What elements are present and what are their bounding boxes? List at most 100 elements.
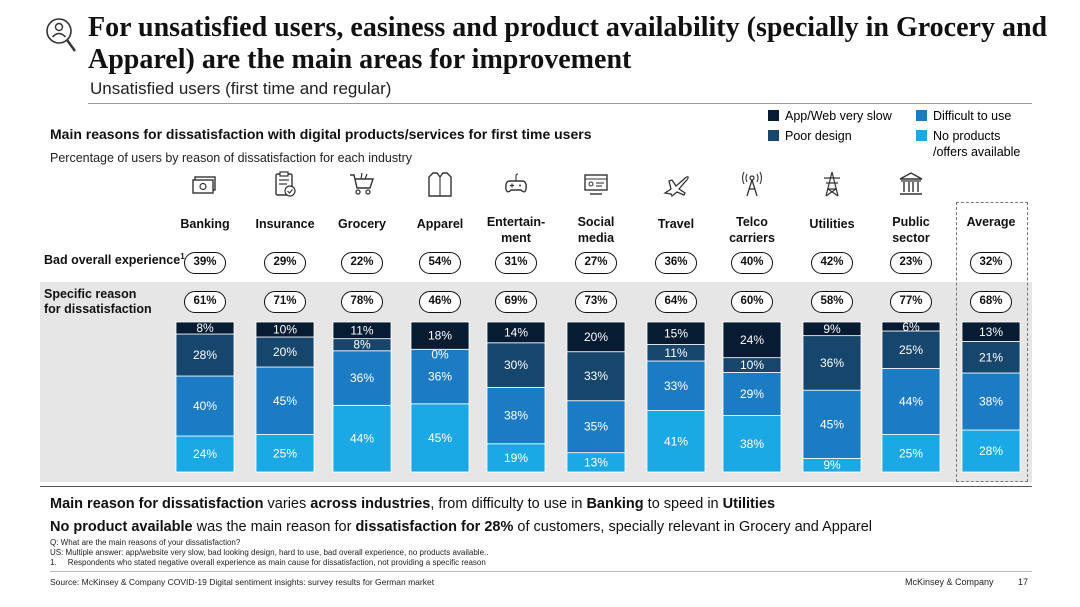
bar-value-label: 11% <box>350 323 373 337</box>
bar-value-label: 40% <box>193 399 217 413</box>
bar-segment-difficult <box>881 368 941 435</box>
title-divider <box>88 103 1032 104</box>
bar-value-label: 41% <box>664 434 688 448</box>
bar-segment-very-slow <box>255 321 315 338</box>
clipboard-check-icon <box>270 169 300 199</box>
category-label-line: Travel <box>657 217 695 231</box>
footnote-1: 1. Respondents who stated negative overa… <box>50 558 486 567</box>
takeaway-text: Utilities <box>722 496 776 512</box>
legend-swatch <box>916 110 927 121</box>
bad-overall-pill: 23% <box>890 252 932 274</box>
bar-value-label: 33% <box>664 379 688 393</box>
category-label-line: ment <box>501 231 531 245</box>
bar-segment-very-slow <box>961 321 1021 342</box>
bar-segment-difficult <box>802 389 862 459</box>
bar-value-label: 30% <box>504 358 528 372</box>
note-multiple-answer: US: Multiple answer: app/website very sl… <box>50 548 489 557</box>
bar-value-label: 25% <box>899 343 923 357</box>
bar-value-label: 24% <box>193 447 217 461</box>
source-note: Source: McKinsey & Company COVID-19 Digi… <box>50 577 435 587</box>
bad-overall-pill: 42% <box>811 252 853 274</box>
bar-segment-poor-design <box>802 335 862 391</box>
bar-value-label: 18% <box>428 329 452 343</box>
bar-segment-difficult <box>175 375 235 437</box>
footnote-marker: 1 <box>180 252 185 261</box>
bar-segment-no-products <box>410 403 470 473</box>
bar-value-label: 21% <box>979 350 1003 364</box>
category-label: Apparel <box>395 216 485 232</box>
bar-segment-poor-design <box>566 351 626 402</box>
category-label-line: Banking <box>180 217 230 231</box>
note-question: Q: What are the main reasons of your dis… <box>50 538 241 547</box>
social-media-icon <box>581 169 611 199</box>
legend-swatch <box>768 130 779 141</box>
bar-value-label: 28% <box>193 348 217 362</box>
specific-reason-pill: 58% <box>811 291 853 313</box>
bar-value-label: 38% <box>740 437 764 451</box>
takeaway-text: across industries <box>310 496 431 512</box>
bar-value-label: 38% <box>504 409 528 423</box>
bad-overall-pill: 54% <box>419 252 461 274</box>
bar-value-label: 13% <box>584 455 608 469</box>
page-number: 17 <box>1018 577 1029 587</box>
category-label: Entertain-ment <box>471 214 561 246</box>
category-label-line: Apparel <box>416 217 464 231</box>
bar-value-label: 10% <box>273 323 297 337</box>
airplane-icon <box>661 169 691 199</box>
banknote-icon <box>190 169 220 199</box>
chart-subheading: Percentage of users by reason of dissati… <box>50 151 412 165</box>
bar-value-label: 6% <box>902 320 920 334</box>
bar-value-label: 36% <box>428 370 452 384</box>
bar-segment-no-products <box>881 434 941 473</box>
bar-segment-no-products <box>255 434 315 473</box>
bar-value-label: 15% <box>664 326 688 340</box>
bar-segment-no-products <box>486 443 546 473</box>
bar-segment-very-slow <box>566 321 626 353</box>
category-label: Public sector <box>866 214 956 246</box>
bar-value-label: 36% <box>820 356 844 370</box>
magnifier-person-icon <box>46 18 76 52</box>
takeaway-text: of customers, specially relevant in Groc… <box>513 519 873 535</box>
category-label-line: media <box>577 231 615 245</box>
bar-value-label: 24% <box>740 333 764 347</box>
bad-overall-pill: 22% <box>341 252 383 274</box>
bar-value-label: 19% <box>504 451 528 465</box>
bar-value-label: 9% <box>823 458 841 472</box>
takeaway-text: was the main reason for <box>192 519 356 535</box>
page-subtitle: Unsatisfied users (first time and regula… <box>90 79 392 98</box>
footer-divider <box>50 571 1032 572</box>
power-tower-icon <box>817 169 847 199</box>
legend-label: Poor design <box>785 129 852 143</box>
takeaway-text: dissatisfaction for 28% <box>355 519 514 535</box>
bar-value-label: 38% <box>979 395 1003 409</box>
category-label: Telco carriers <box>707 214 797 246</box>
gamepad-icon <box>501 169 531 199</box>
government-building-icon <box>896 169 926 199</box>
specific-reason-pill: 77% <box>890 291 932 313</box>
takeaway-text: No product available <box>50 519 193 535</box>
bar-value-label: 0% <box>431 347 449 361</box>
bar-segment-difficult <box>566 400 626 454</box>
specific-reason-pill: 46% <box>419 291 461 313</box>
bar-segment-very-slow <box>410 321 470 350</box>
bad-overall-pill: 31% <box>495 252 537 274</box>
legend-label: No products <box>933 129 1001 143</box>
bar-segment-no-products <box>961 429 1021 473</box>
bar-segment-poor-design <box>881 330 941 369</box>
legend-swatch <box>916 130 927 141</box>
shopping-cart-icon <box>347 169 377 199</box>
specific-reason-pill: 69% <box>495 291 537 313</box>
bar-segment-no-products <box>646 410 706 473</box>
row-label-line: Bad overall experience <box>44 253 181 268</box>
category-label: Grocery <box>317 216 407 232</box>
takeaway-text: Banking <box>586 496 644 512</box>
bar-value-label: 35% <box>584 420 608 434</box>
bar-value-label: 8% <box>196 321 214 335</box>
bar-value-label: 36% <box>350 371 374 385</box>
legend-label: /offers available <box>933 145 1021 159</box>
brand-name: McKinsey & Company <box>905 577 994 587</box>
bar-segment-poor-design <box>175 333 235 377</box>
bar-segment-difficult <box>486 386 546 445</box>
bar-value-label: 13% <box>979 325 1003 339</box>
